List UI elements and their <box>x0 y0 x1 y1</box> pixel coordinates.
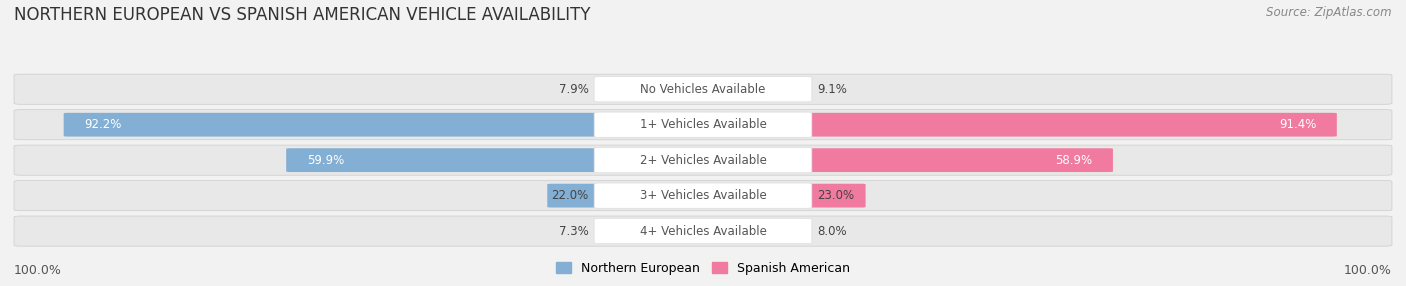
Text: 100.0%: 100.0% <box>14 265 62 277</box>
FancyBboxPatch shape <box>644 77 707 101</box>
Text: No Vehicles Available: No Vehicles Available <box>640 83 766 96</box>
FancyBboxPatch shape <box>14 216 1392 246</box>
Text: 58.9%: 58.9% <box>1054 154 1092 167</box>
Text: 23.0%: 23.0% <box>817 189 855 202</box>
Text: 9.1%: 9.1% <box>817 83 848 96</box>
Text: 8.0%: 8.0% <box>817 225 846 238</box>
Text: 2+ Vehicles Available: 2+ Vehicles Available <box>640 154 766 167</box>
FancyBboxPatch shape <box>595 183 811 208</box>
FancyBboxPatch shape <box>595 77 811 102</box>
Text: 3+ Vehicles Available: 3+ Vehicles Available <box>640 189 766 202</box>
FancyBboxPatch shape <box>648 219 707 243</box>
FancyBboxPatch shape <box>699 219 762 243</box>
Text: 22.0%: 22.0% <box>551 189 589 202</box>
Text: 4+ Vehicles Available: 4+ Vehicles Available <box>640 225 766 238</box>
FancyBboxPatch shape <box>699 184 866 208</box>
Text: 100.0%: 100.0% <box>1344 265 1392 277</box>
Text: 7.9%: 7.9% <box>558 83 589 96</box>
Text: 1+ Vehicles Available: 1+ Vehicles Available <box>640 118 766 131</box>
FancyBboxPatch shape <box>699 113 1337 137</box>
FancyBboxPatch shape <box>14 110 1392 140</box>
FancyBboxPatch shape <box>287 148 707 172</box>
FancyBboxPatch shape <box>699 77 770 101</box>
FancyBboxPatch shape <box>595 148 811 173</box>
Text: Source: ZipAtlas.com: Source: ZipAtlas.com <box>1267 6 1392 19</box>
FancyBboxPatch shape <box>14 145 1392 175</box>
FancyBboxPatch shape <box>63 113 707 137</box>
Text: 92.2%: 92.2% <box>84 118 122 131</box>
FancyBboxPatch shape <box>14 74 1392 104</box>
FancyBboxPatch shape <box>547 184 707 208</box>
Text: 91.4%: 91.4% <box>1279 118 1316 131</box>
Text: 59.9%: 59.9% <box>307 154 344 167</box>
Text: 7.3%: 7.3% <box>560 225 589 238</box>
FancyBboxPatch shape <box>699 148 1114 172</box>
FancyBboxPatch shape <box>14 180 1392 211</box>
Legend: Northern European, Spanish American: Northern European, Spanish American <box>551 257 855 280</box>
FancyBboxPatch shape <box>595 219 811 244</box>
Text: NORTHERN EUROPEAN VS SPANISH AMERICAN VEHICLE AVAILABILITY: NORTHERN EUROPEAN VS SPANISH AMERICAN VE… <box>14 6 591 24</box>
FancyBboxPatch shape <box>595 112 811 137</box>
